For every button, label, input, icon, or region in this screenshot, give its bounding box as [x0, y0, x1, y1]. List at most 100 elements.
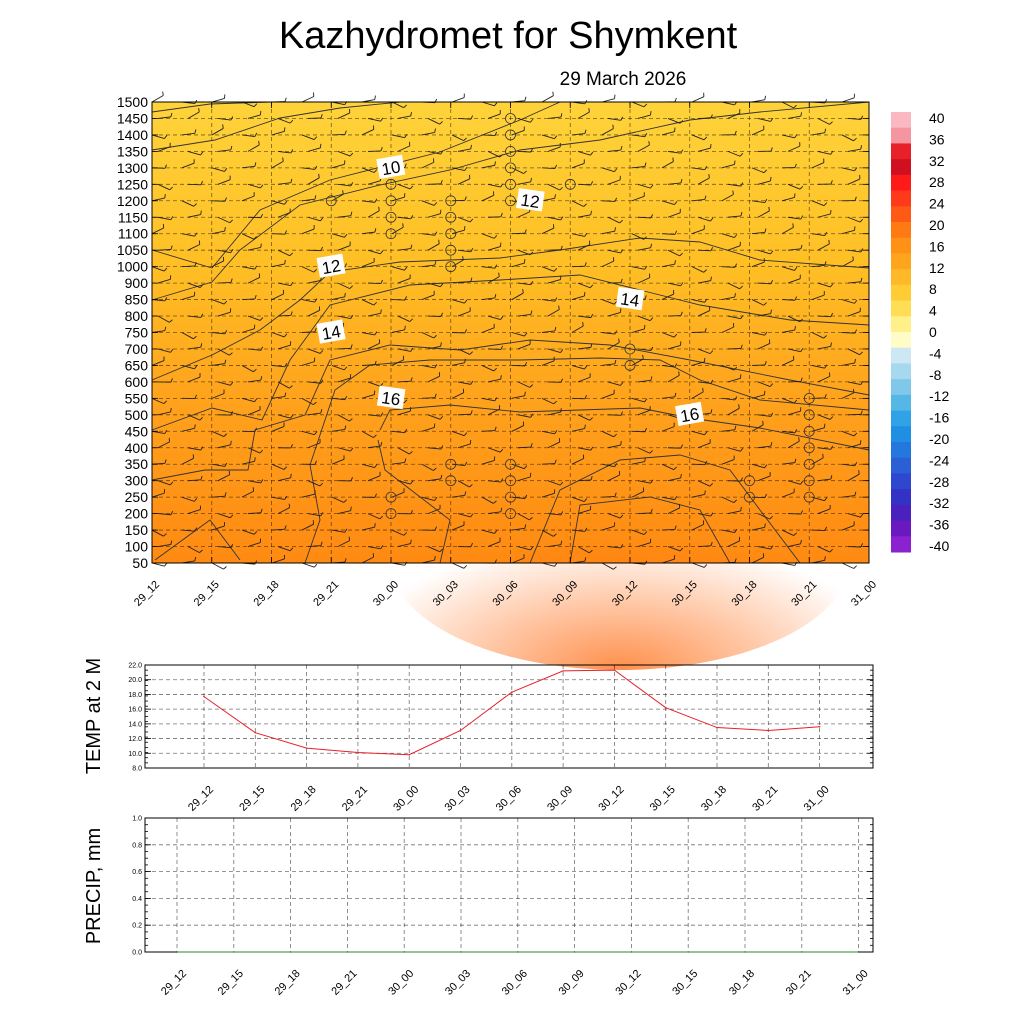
wind-barb-flag [560, 540, 563, 545]
section-ytick-label: 400 [125, 440, 149, 456]
wind-barb-flag [440, 474, 443, 479]
wind-barb-flag [800, 215, 804, 220]
wind-barb [451, 494, 465, 498]
wind-barb [187, 315, 201, 318]
wind-barb-flag [194, 232, 198, 237]
wind-barb-flag [643, 103, 648, 108]
calm-wind-marker [445, 261, 457, 273]
wind-barb-flag [800, 112, 803, 117]
wind-barb-flag [344, 130, 347, 135]
wind-barb [847, 249, 861, 253]
calm-wind-marker [624, 343, 636, 355]
wind-barb [427, 508, 441, 515]
wind-barb-flag [284, 495, 288, 500]
wind-barb-flag [170, 378, 173, 383]
wind-barb [571, 233, 585, 237]
wind-barb-flag [740, 506, 742, 511]
wind-barb [361, 556, 374, 564]
wind-barb-flag [260, 243, 262, 248]
wind-barb [631, 529, 645, 535]
wind-barb [301, 361, 315, 366]
wind-barb [211, 230, 225, 235]
wind-barb-flag [434, 364, 438, 369]
wind-barb-flag [650, 376, 653, 381]
panel-xtick-label: 30_09 [545, 784, 575, 814]
wind-barb [781, 134, 795, 139]
wind-barb [757, 210, 770, 218]
wind-barb [637, 144, 650, 152]
wind-barb [487, 246, 501, 251]
wind-barb [421, 427, 435, 432]
wind-barb-flag [770, 117, 774, 122]
wind-barb [511, 167, 524, 174]
colorbar-band [891, 284, 911, 302]
wind-barb-flag [344, 558, 347, 563]
wind-barb [247, 183, 261, 189]
wind-barb-flag [374, 464, 378, 468]
wind-barb-flag [200, 446, 204, 451]
wind-barb-flag [554, 164, 558, 169]
wind-barb [241, 165, 255, 169]
wind-barb-flag [674, 363, 678, 368]
wind-barb-flag [253, 368, 257, 373]
wind-barb-flag [290, 311, 293, 316]
wind-barb [307, 177, 320, 185]
wind-barb [331, 365, 345, 371]
wind-barb [451, 167, 465, 172]
wind-barb-flag [644, 457, 646, 462]
wind-barb [247, 379, 261, 383]
wind-barb [727, 447, 741, 452]
wind-barb [751, 463, 765, 469]
wind-barb-flag [380, 412, 384, 417]
wind-barb [667, 282, 681, 287]
wind-barb [181, 332, 194, 340]
wind-barb-flag [284, 363, 288, 367]
wind-barb [547, 309, 560, 317]
wind-barb [727, 150, 741, 157]
wind-barb [667, 150, 681, 154]
wind-barb-flag [830, 283, 834, 288]
wind-barb [841, 495, 855, 498]
wind-barb-flag [613, 566, 617, 570]
wind-barb [511, 425, 524, 432]
wind-barb [481, 297, 495, 301]
wind-barb-flag [374, 360, 377, 365]
wind-barb [331, 496, 345, 503]
wind-barb-flag [830, 342, 832, 347]
wind-barb [481, 266, 495, 269]
panel-xtick-label: 30_15 [670, 968, 700, 998]
wind-barb [601, 525, 615, 531]
colorbar-band [891, 442, 911, 459]
wind-barb-flag [254, 427, 257, 432]
wind-barb-flag [470, 513, 474, 518]
wind-barb-flag [224, 167, 228, 172]
wind-barb [841, 229, 855, 235]
calm-wind-marker [505, 162, 516, 174]
wind-barb [511, 332, 525, 337]
wind-barb [307, 348, 321, 354]
wind-barb [271, 332, 285, 338]
wind-barb-flag [409, 185, 414, 190]
wind-barb-flag [434, 556, 436, 561]
wind-barb [571, 428, 585, 432]
section-xtick-label: 30_00 [371, 579, 401, 609]
wind-barb [277, 118, 291, 124]
wind-barb [307, 216, 321, 222]
wind-barb [757, 282, 772, 285]
wind-barb-flag [739, 285, 743, 290]
wind-barb-flag [529, 251, 534, 256]
wind-barb [781, 299, 796, 301]
wind-barb [271, 293, 284, 300]
wind-barb-flag [853, 565, 857, 569]
wind-barb [367, 445, 381, 449]
wind-barb-flag [530, 443, 533, 448]
wind-barb [361, 200, 375, 203]
wind-barb [517, 211, 530, 218]
wind-barb [301, 134, 315, 141]
wind-barb [541, 562, 555, 567]
wind-barb [577, 150, 591, 156]
wind-barb-flag [793, 104, 797, 109]
wind-barb-flag [374, 331, 378, 336]
wind-barb-flag [614, 463, 618, 467]
wind-barb-flag [260, 346, 264, 351]
